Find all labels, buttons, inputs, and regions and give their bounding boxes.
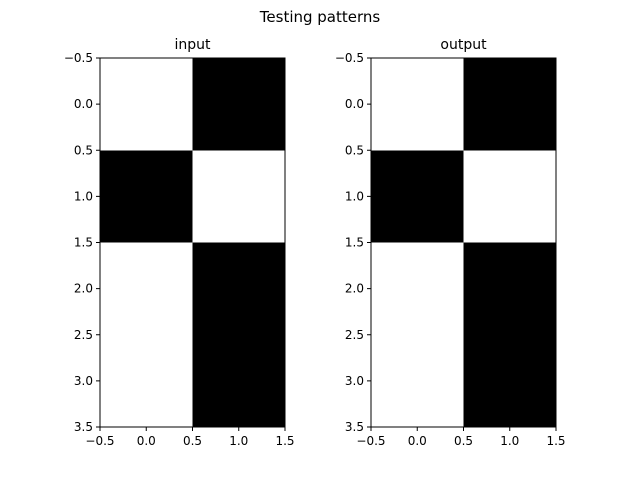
x-tick-label: 0.0 <box>408 434 427 448</box>
x-axis: −0.5 0.0 0.5 1.0 1.5 <box>85 427 295 448</box>
y-tick-label: 0.5 <box>74 143 93 157</box>
heatmap-cell <box>192 58 285 151</box>
y-tick-label: 2.5 <box>345 328 364 342</box>
heatmap-cells <box>100 58 285 427</box>
heatmap-cell <box>371 150 464 243</box>
subplot-title: output <box>440 37 487 53</box>
y-tick-label: 1.5 <box>345 236 364 250</box>
heatmap-cell <box>100 150 193 243</box>
figure-suptitle: Testing patterns <box>259 8 381 26</box>
y-tick-label: −0.5 <box>335 51 364 65</box>
x-tick-label: 0.5 <box>454 434 473 448</box>
y-axis: −0.5 0.0 0.5 1.0 1.5 2.0 2.5 3.0 3.5 <box>64 51 100 434</box>
heatmap-cell <box>371 58 464 151</box>
x-tick-label: 0.5 <box>183 434 202 448</box>
heatmap-cell <box>192 334 285 427</box>
y-axis: −0.5 0.0 0.5 1.0 1.5 2.0 2.5 3.0 3.5 <box>335 51 371 434</box>
x-tick-label: −0.5 <box>356 434 385 448</box>
x-tick-label: 0.0 <box>137 434 156 448</box>
heatmap-cell <box>463 242 556 335</box>
heatmap-cell <box>192 242 285 335</box>
heatmap-cell <box>463 334 556 427</box>
subplot-input: input −0.5 0.0 0.5 1.0 1.5 −0.5 0.0 0.5 1.0 1.5 2… <box>64 37 295 448</box>
y-tick-label: 3.5 <box>345 420 364 434</box>
y-tick-label: 3.0 <box>74 374 93 388</box>
y-tick-label: 2.0 <box>345 282 364 296</box>
heatmap-cell <box>371 242 464 335</box>
heatmap-cell <box>100 58 193 151</box>
x-axis: −0.5 0.0 0.5 1.0 1.5 <box>356 427 566 448</box>
x-tick-label: 1.5 <box>546 434 565 448</box>
y-tick-label: 0.0 <box>345 97 364 111</box>
y-tick-label: 0.5 <box>345 143 364 157</box>
y-tick-label: 3.5 <box>74 420 93 434</box>
heatmap-cell <box>463 150 556 243</box>
y-tick-label: −0.5 <box>64 51 93 65</box>
heatmap-cell <box>100 334 193 427</box>
heatmap-cell <box>463 58 556 151</box>
heatmap-cell <box>100 242 193 335</box>
y-tick-label: 0.0 <box>74 97 93 111</box>
y-tick-label: 2.5 <box>74 328 93 342</box>
y-tick-label: 1.0 <box>74 189 93 203</box>
subplot-title: input <box>174 37 211 53</box>
x-tick-label: 1.0 <box>229 434 248 448</box>
subplot-output: output −0.5 0.0 0.5 1.0 1.5 −0.5 0.0 0.5 1.0 1.5… <box>335 37 566 448</box>
heatmap-cell <box>192 150 285 243</box>
y-tick-label: 2.0 <box>74 282 93 296</box>
y-tick-label: 1.0 <box>345 189 364 203</box>
x-tick-label: −0.5 <box>85 434 114 448</box>
x-tick-label: 1.0 <box>500 434 519 448</box>
y-tick-label: 1.5 <box>74 236 93 250</box>
heatmap-cell <box>371 334 464 427</box>
x-tick-label: 1.5 <box>275 434 294 448</box>
heatmap-cells <box>371 58 556 427</box>
y-tick-label: 3.0 <box>345 374 364 388</box>
